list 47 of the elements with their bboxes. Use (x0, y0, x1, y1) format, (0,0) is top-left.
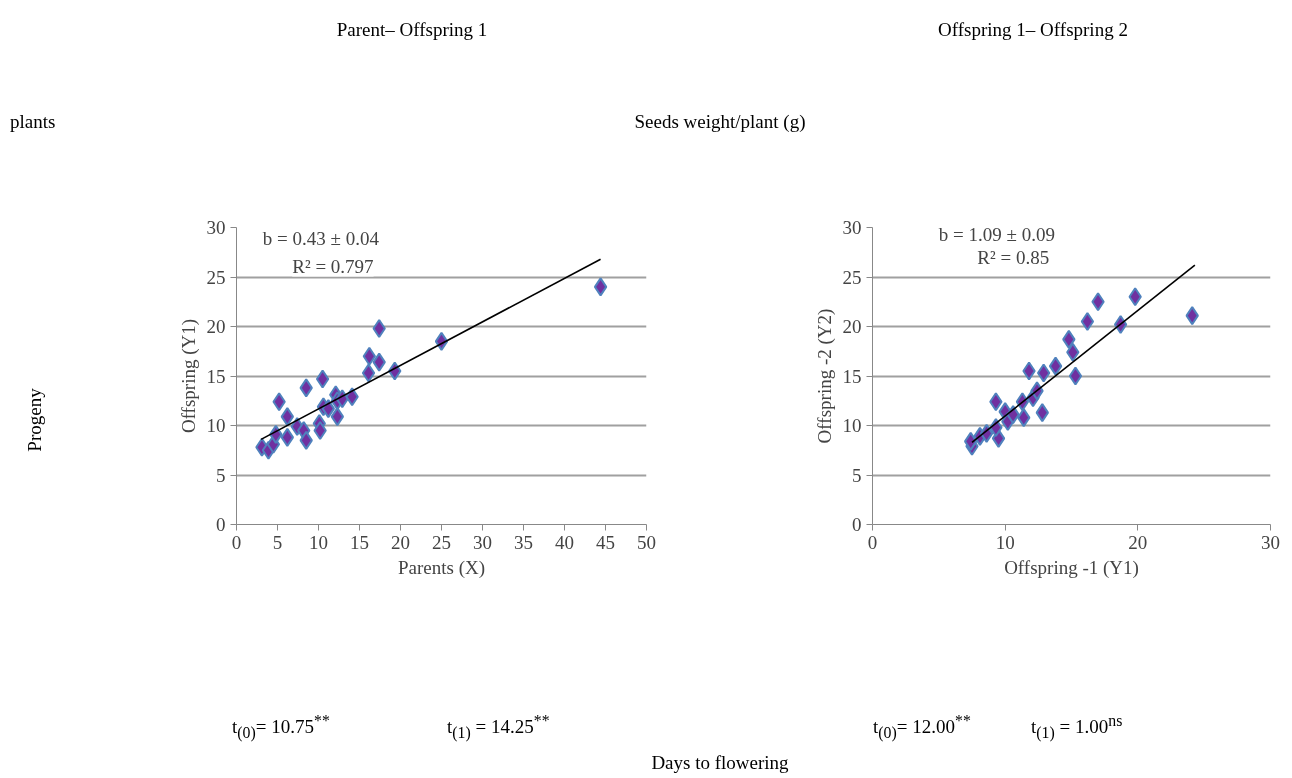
y-tick-label: 0 (852, 514, 862, 535)
x-tick-label: 10 (309, 531, 328, 553)
y-tick-label: 0 (216, 514, 226, 535)
y-tick-label: 30 (206, 217, 226, 238)
x-tick-label: 40 (555, 531, 574, 553)
text: t$_{(0)}$= 10.75$^{**}$ (232, 710, 330, 744)
text: t$_{(1)}$ = 1.00$^{ns}$ (1031, 710, 1123, 744)
y-axis-title: Offspring (Y1) (177, 318, 200, 434)
y-tick-label: 10 (842, 415, 862, 436)
text: Days to flowering (651, 751, 789, 776)
annotation: R² = 0.797 (292, 255, 374, 277)
text: Progeny (23, 388, 47, 452)
chart-title: Parent– Offspring 1 (336, 18, 488, 43)
x-tick-label: 15 (350, 531, 369, 553)
y-tick-label: 30 (842, 217, 862, 238)
text: t$_{(1)}$ = 14.25$^{**}$ (447, 710, 550, 744)
y-tick-label: 15 (206, 365, 226, 387)
x-axis-title: Offspring -1 (Y1) (1004, 556, 1139, 579)
annotation: b = 0.43 ± 0.04 (262, 227, 380, 249)
x-axis-title: Parents (X) (397, 556, 486, 579)
y-tick-label: 10 (206, 415, 226, 436)
y-tick-label: 20 (842, 316, 862, 337)
y-tick-label: 25 (842, 266, 862, 288)
x-tick-label: 30 (1261, 531, 1280, 553)
text: t$_{(0)}$= 12.00$^{**}$ (873, 710, 971, 744)
text: plants (10, 110, 56, 135)
y-axis-title: Offspring -2 (Y2) (813, 308, 836, 444)
x-tick-label: 35 (514, 531, 533, 553)
y-tick-label: 20 (206, 316, 226, 337)
y-tick-label: 25 (206, 266, 226, 288)
y-tick-label: 5 (852, 464, 862, 486)
x-tick-label: 20 (391, 531, 410, 553)
x-tick-label: 5 (272, 531, 283, 553)
text: Seeds weight/plant (g) (634, 110, 806, 135)
x-tick-label: 20 (1128, 531, 1148, 553)
x-tick-label: 10 (995, 531, 1015, 553)
annotation: b = 1.09 ± 0.09 (938, 223, 1055, 245)
chart-title: Offspring 1– Offspring 2 (938, 18, 1128, 43)
x-tick-label: 50 (637, 531, 656, 553)
x-tick-label: 0 (231, 531, 242, 553)
y-tick-label: 5 (216, 464, 226, 486)
x-tick-label: 30 (473, 531, 492, 553)
x-tick-label: 45 (596, 531, 615, 553)
x-tick-label: 0 (867, 531, 878, 553)
annotation: R² = 0.85 (977, 246, 1050, 268)
y-tick-label: 15 (842, 365, 862, 387)
x-tick-label: 25 (432, 531, 451, 553)
